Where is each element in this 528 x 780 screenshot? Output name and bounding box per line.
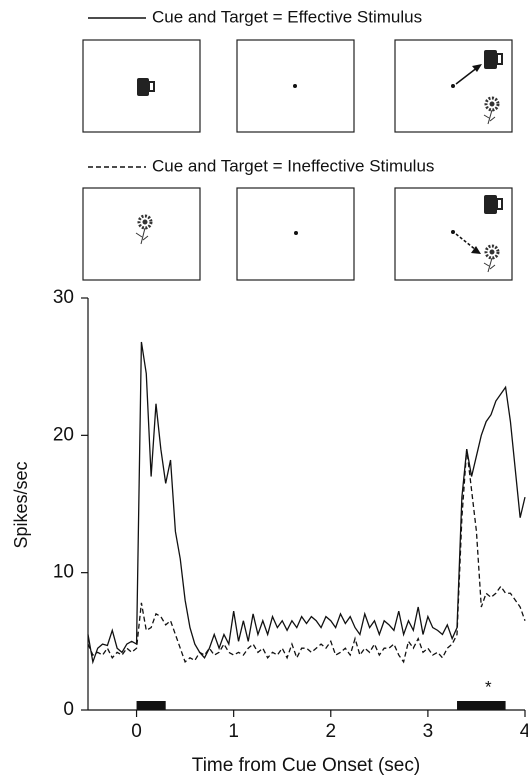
arrow-head	[472, 64, 482, 72]
flower-icon	[483, 244, 500, 273]
series-line	[87, 341, 526, 665]
mug-icon	[137, 78, 155, 96]
legend-label: Cue and Target = Effective Stimulus	[152, 7, 422, 26]
epoch-bar	[136, 701, 166, 710]
fixation-dot	[451, 84, 455, 88]
fixation-dot	[294, 231, 298, 235]
x-tick-label: 4	[520, 721, 528, 742]
x-tick-label: 1	[228, 721, 239, 742]
arrow-head	[471, 246, 481, 254]
panel	[82, 187, 201, 281]
stimulus-panels-ineffective	[82, 187, 513, 281]
saccade-arrow	[455, 233, 477, 251]
mug-icon	[484, 50, 503, 69]
x-axis-title: Time from Cue Onset (sec)	[192, 755, 420, 776]
legend-label: Cue and Target = Ineffective Stimulus	[152, 156, 434, 175]
fixation-dot	[293, 84, 297, 88]
annotation: *	[485, 677, 492, 696]
flower-icon	[483, 96, 500, 125]
flower-icon	[135, 214, 153, 245]
mug-icon	[484, 195, 503, 214]
y-tick-label: 0	[63, 699, 74, 720]
y-tick-label: 20	[53, 424, 74, 445]
x-tick-label: 0	[131, 721, 142, 742]
fixation-dot	[451, 230, 455, 234]
saccade-arrow	[455, 66, 479, 85]
y-tick-label: 10	[53, 562, 74, 583]
x-tick-label: 3	[423, 721, 434, 742]
stimulus-panels-effective	[82, 39, 513, 133]
epoch-bar	[457, 701, 506, 710]
y-tick-label: 30	[53, 287, 74, 308]
x-tick-label: 2	[325, 721, 336, 742]
y-axis-title: Spikes/sec	[11, 461, 31, 548]
